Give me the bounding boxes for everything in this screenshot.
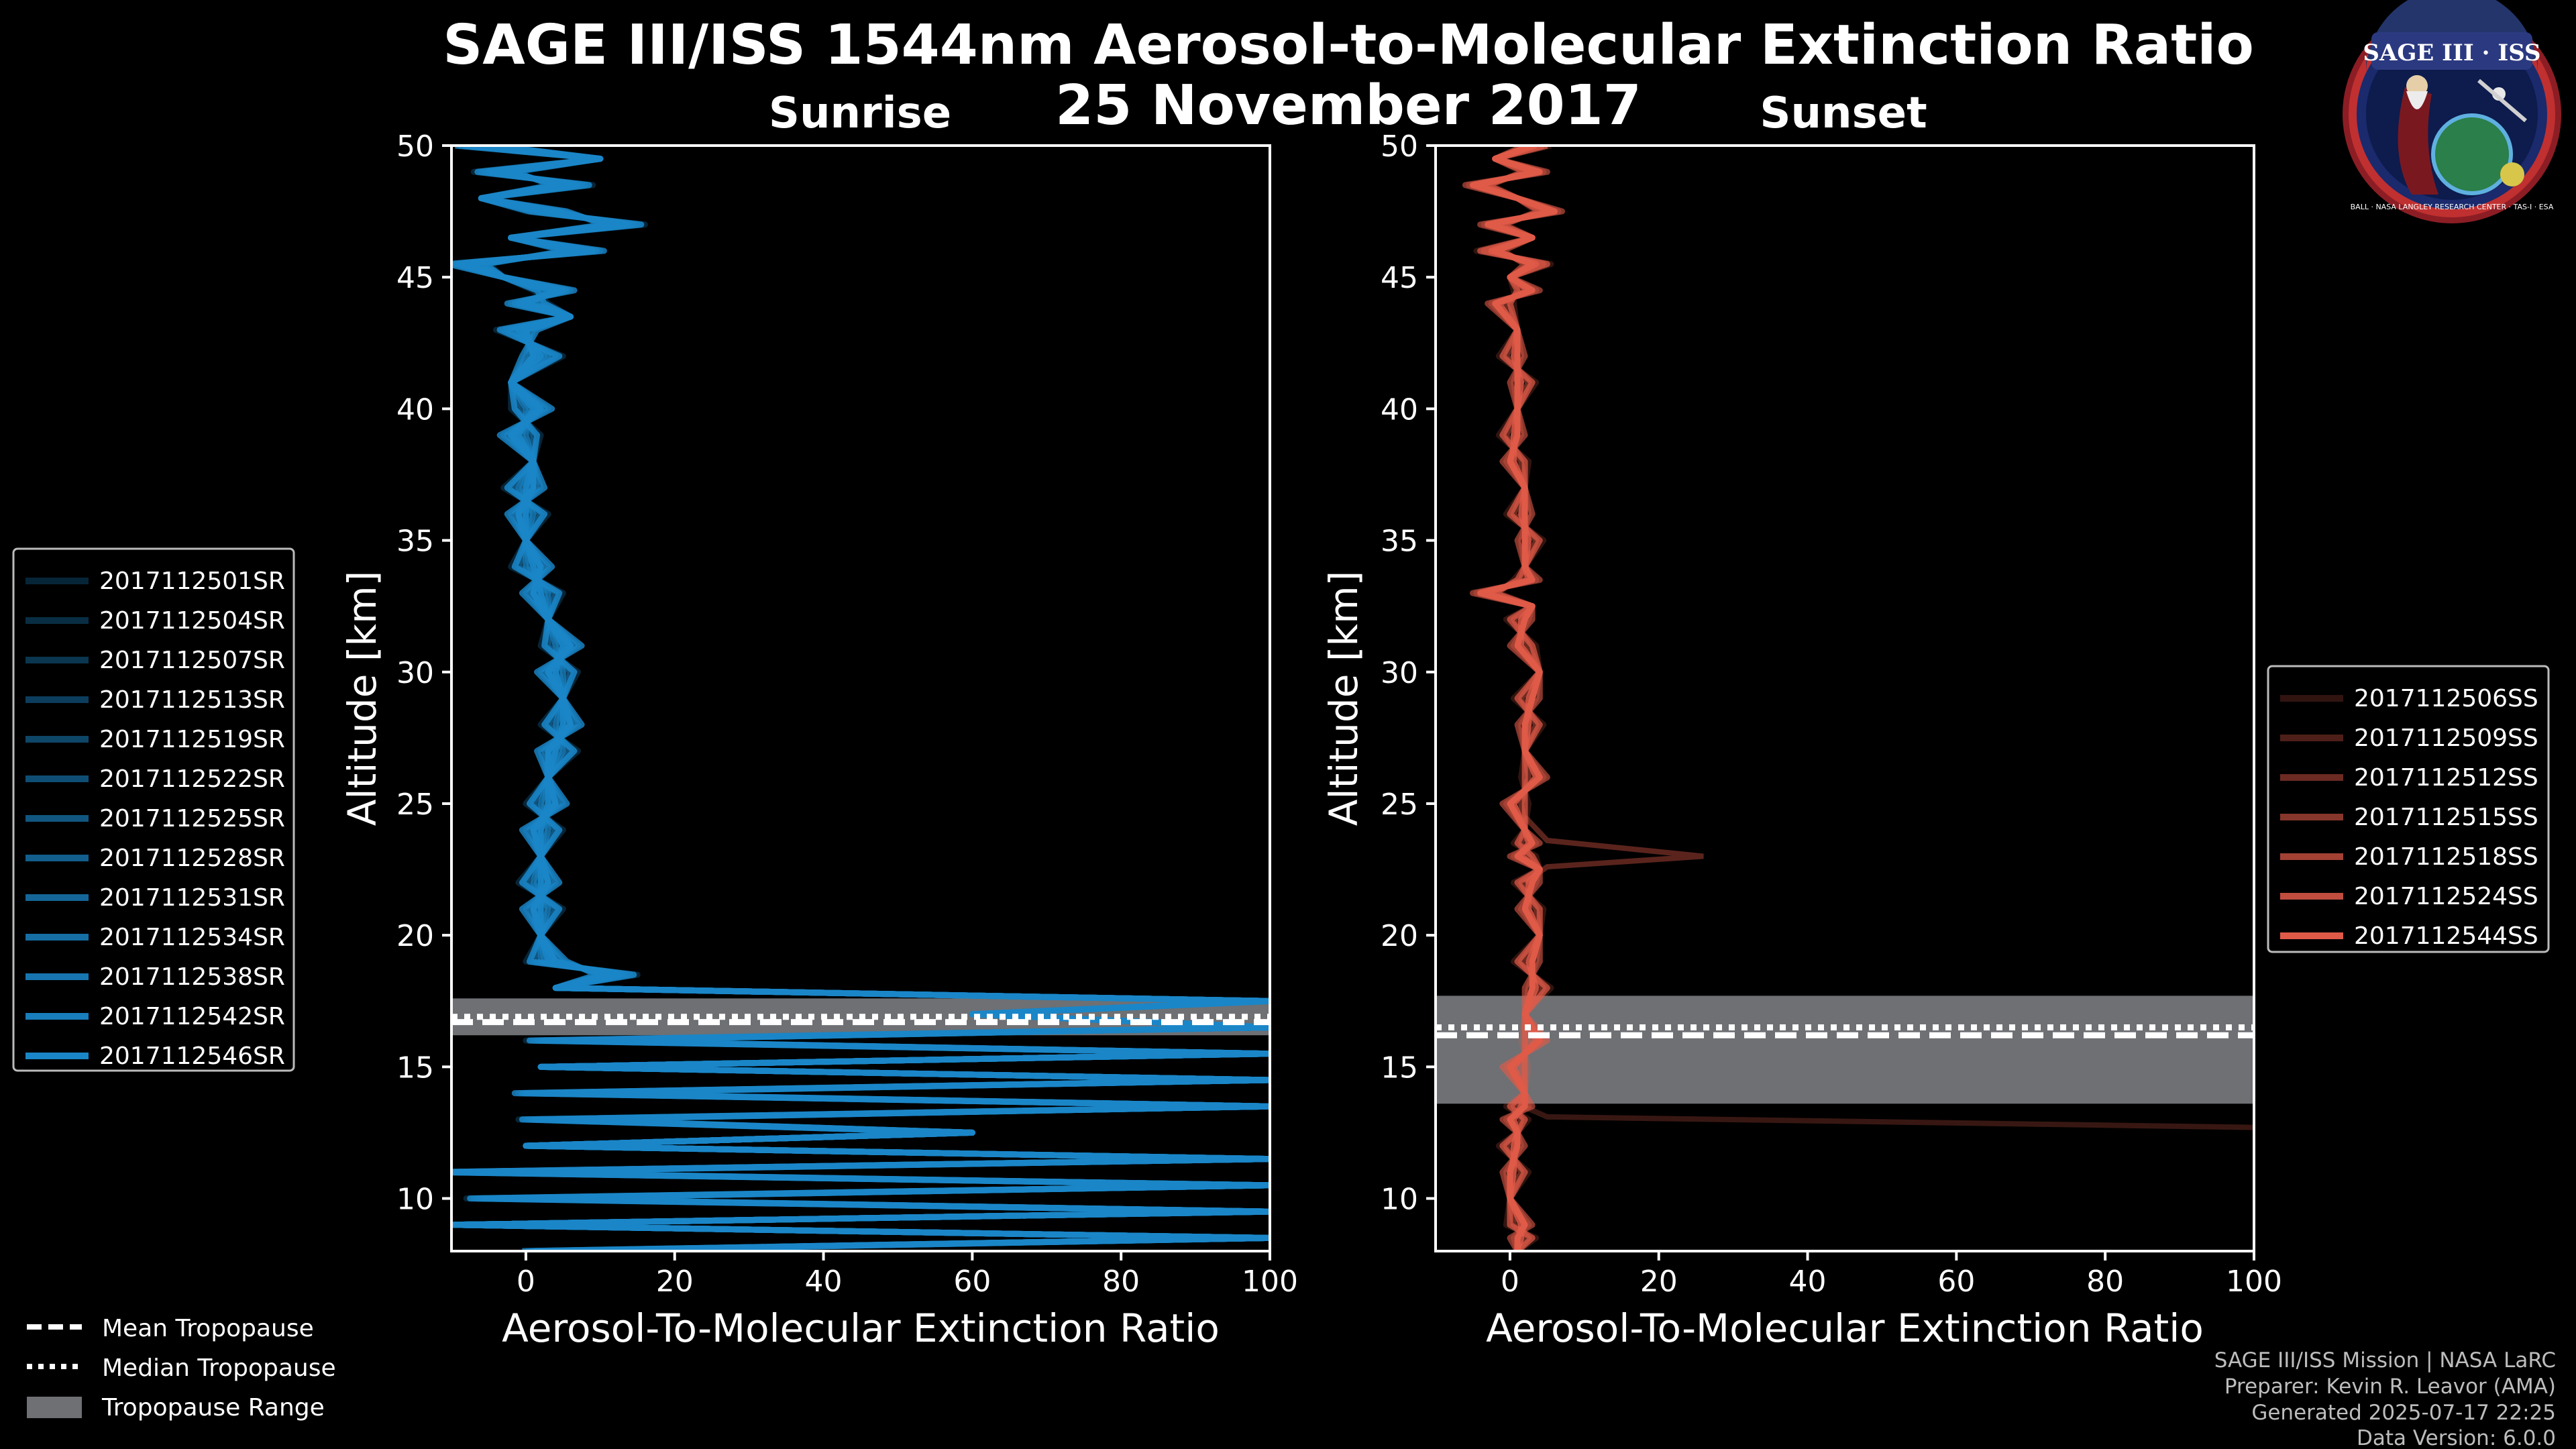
series-line-2017112544SS (1469, 146, 1558, 1251)
legend-entry-2017112531SR: 2017112531SR (99, 884, 285, 912)
feature-tail-2017112506SS (1516, 1101, 2254, 1130)
x-tick-label: 80 (2086, 1265, 2124, 1299)
y-tick-label: 35 (1381, 525, 1418, 559)
legend-entry-2017112524SS: 2017112524SS (2354, 883, 2538, 910)
logo-text: SAGE III · ISS (2363, 40, 2540, 66)
credit-data-version: Data Version: 6.0.0 (2357, 1426, 2556, 1449)
sunrise-ticks: 0 20 40 60 80 100 10 15 20 25 30 35 40 45 50 (396, 129, 1298, 1299)
sunset-ylabel: Altitude [km] (1321, 571, 1366, 826)
sunrise-ylabel: Altitude [km] (339, 571, 385, 826)
x-tick-label: 40 (805, 1265, 843, 1299)
y-tick-label: 30 (1381, 656, 1418, 690)
mean-tropopause-label: Mean Tropopause (102, 1315, 314, 1342)
y-tick-label: 20 (396, 919, 434, 953)
legend-entry-2017112509SS: 2017112509SS (2354, 724, 2538, 752)
x-tick-label: 20 (656, 1265, 694, 1299)
sunset-plot-frame (1434, 144, 2255, 1252)
y-tick-label: 25 (396, 788, 434, 822)
y-tick-label: 25 (1381, 788, 1418, 822)
y-tick-label: 30 (396, 656, 434, 690)
sage-iii-iss-logo: SAGE III · ISS BALL · NASA LANGLEY RESEA… (2343, 0, 2561, 223)
y-tick-label: 40 (396, 392, 434, 427)
tropopause-range-band (1436, 996, 2254, 1104)
y-tick-label: 45 (396, 261, 434, 295)
sunrise-panel-title: Sunrise (769, 89, 951, 138)
x-tick-label: 0 (517, 1265, 535, 1299)
sunset-legend: 2017112506SS 2017112509SS 2017112512SS 2017… (2267, 665, 2550, 953)
chart-date: 25 November 2017 (1055, 74, 1642, 138)
median-tropopause-label: Median Tropopause (102, 1354, 336, 1382)
legend-entry-2017112512SS: 2017112512SS (2354, 764, 2538, 792)
sunset-ticks: 0 20 40 60 80 100 10 15 20 25 30 35 40 45 50 (1381, 129, 2282, 1299)
legend-entry-2017112538SR: 2017112538SR (99, 963, 285, 991)
y-tick-label: 15 (396, 1051, 434, 1085)
legend-entry-2017112507SR: 2017112507SR (99, 647, 285, 674)
x-tick-label: 20 (1640, 1265, 1678, 1299)
sunset-series-group (1462, 146, 2254, 1251)
legend-entry-2017112525SR: 2017112525SR (99, 805, 285, 833)
sunrise-series-group (451, 146, 1270, 1251)
y-tick-label: 10 (396, 1183, 434, 1217)
x-tick-label: 40 (1789, 1265, 1827, 1299)
x-tick-label: 60 (1937, 1265, 1975, 1299)
sunset-xlabel: Aerosol-To-Molecular Extinction Ratio (1486, 1305, 2204, 1351)
y-tick-label: 50 (396, 129, 434, 164)
y-tick-label: 45 (1381, 261, 1418, 295)
credit-generated: Generated 2025-07-17 22:25 (2251, 1401, 2556, 1425)
sunrise-xlabel: Aerosol-To-Molecular Extinction Ratio (502, 1305, 1220, 1351)
credits: SAGE III/ISS Mission | NASA LaRC Prepare… (2214, 1348, 2556, 1449)
legend-entry-2017112534SR: 2017112534SR (99, 924, 285, 951)
tropopause-legend: Mean Tropopause Median Tropopause Tropop… (27, 1315, 336, 1421)
x-tick-label: 100 (1242, 1265, 1298, 1299)
legend-entry-2017112522SR: 2017112522SR (99, 765, 285, 793)
legend-entry-2017112504SR: 2017112504SR (99, 607, 285, 635)
sunset-legend-box (2267, 665, 2550, 953)
series-line-2017112546SR (451, 146, 1270, 1251)
x-tick-label: 0 (1501, 1265, 1519, 1299)
legend-entry-2017112501SR: 2017112501SR (99, 568, 285, 595)
x-tick-label: 60 (953, 1265, 991, 1299)
sunset-panel-title: Sunset (1760, 89, 1927, 138)
sunrise-legend: 2017112501SR 2017112504SR 2017112507SR 2017… (12, 547, 295, 1072)
legend-entry-2017112515SS: 2017112515SS (2354, 804, 2538, 831)
sunset-tropopause-band (1436, 996, 2254, 1104)
x-tick-label: 100 (2226, 1265, 2282, 1299)
y-tick-label: 10 (1381, 1183, 1418, 1217)
legend-entry-2017112528SR: 2017112528SR (99, 845, 285, 872)
y-tick-label: 50 (1381, 129, 1418, 164)
sunrise-panel: 0 20 40 60 80 100 10 15 20 25 30 35 40 45 50 Aerosol-T… (339, 129, 1298, 1351)
feature-peak-2017112509SS (1523, 814, 1704, 885)
y-tick-label: 40 (1381, 392, 1418, 427)
sunset-tropopause-lines (1436, 1024, 2254, 1038)
x-tick-label: 80 (1102, 1265, 1140, 1299)
tropopause-range-label: Tropopause Range (101, 1394, 325, 1421)
legend-entry-2017112542SR: 2017112542SR (99, 1003, 285, 1030)
legend-entry-2017112546SR: 2017112546SR (99, 1042, 285, 1070)
sunset-panel: 0 20 40 60 80 100 10 15 20 25 30 35 40 45 50 Aerosol-T… (1321, 129, 2282, 1351)
legend-entry-2017112544SS: 2017112544SS (2354, 922, 2538, 950)
sunrise-tropopause-lines (451, 1014, 1270, 1026)
y-tick-label: 20 (1381, 919, 1418, 953)
legend-entry-2017112513SR: 2017112513SR (99, 686, 285, 714)
chart-title: SAGE III/ISS 1544nm Aerosol-to-Molecular… (443, 13, 2254, 77)
legend-entry-2017112519SR: 2017112519SR (99, 726, 285, 753)
y-tick-label: 35 (396, 525, 434, 559)
sunrise-plot-frame (450, 144, 1271, 1252)
tropopause-range-swatch (27, 1397, 82, 1418)
credit-preparer: Preparer: Kevin R. Leavor (AMA) (2224, 1375, 2556, 1399)
legend-entry-2017112506SS: 2017112506SS (2354, 685, 2538, 712)
logo-ring-text: BALL · NASA LANGLEY RESEARCH CENTER · TA… (2351, 203, 2554, 211)
y-tick-label: 15 (1381, 1051, 1418, 1085)
legend-entry-2017112518SS: 2017112518SS (2354, 843, 2538, 871)
credit-mission: SAGE III/ISS Mission | NASA LaRC (2214, 1348, 2556, 1373)
